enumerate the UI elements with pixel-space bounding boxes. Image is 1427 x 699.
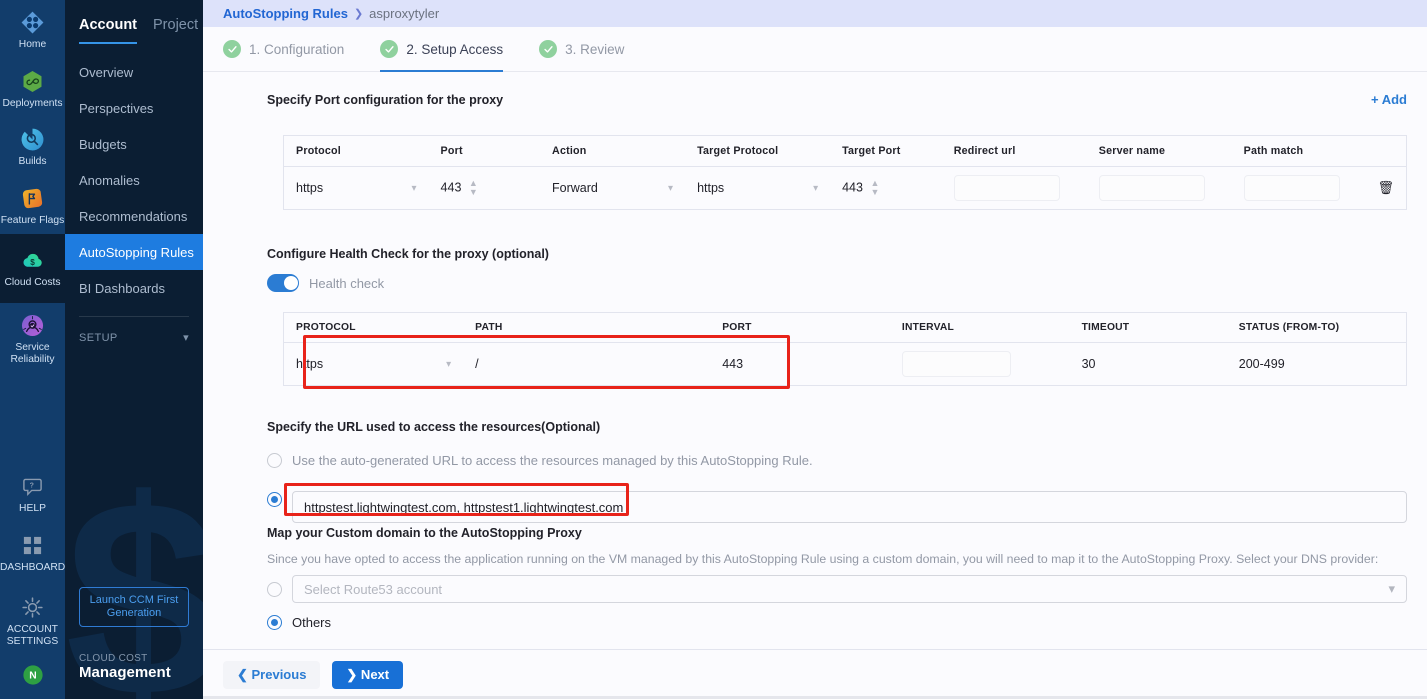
svg-text:$: $	[30, 258, 35, 267]
svg-text:?: ?	[30, 482, 34, 489]
svg-text:N: N	[29, 670, 36, 681]
